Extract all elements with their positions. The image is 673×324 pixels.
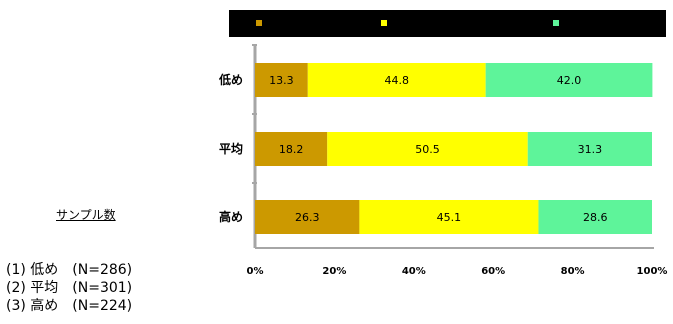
- bar-value-label: 26.3: [295, 211, 320, 224]
- bar-segment: [255, 132, 328, 166]
- bar-value-label: 50.5: [415, 143, 440, 156]
- bar-value-label: 44.8: [384, 74, 409, 87]
- bar-value-label: 42.0: [557, 74, 582, 87]
- x-tick-label: 0%: [247, 266, 264, 277]
- legend-swatch-series-3: [553, 20, 559, 26]
- sample-size-title: サンプル数: [56, 208, 116, 222]
- x-tick-label: 80%: [561, 266, 585, 277]
- sample-size-list: (1) 低め (N=286) (2) 平均 (N=301) (3) 高め (N=…: [6, 261, 132, 315]
- bar-segment: [327, 132, 528, 166]
- x-tick-label: 40%: [402, 266, 426, 277]
- bar-segment: [255, 63, 308, 97]
- bar-value-label: 45.1: [437, 211, 462, 224]
- legend-swatch-series-2: [381, 20, 387, 26]
- legend: [229, 10, 666, 37]
- bar-value-label: 13.3: [269, 74, 294, 87]
- sample-size-item: (3) 高め (N=224): [6, 298, 133, 314]
- bar-segment: [359, 200, 539, 234]
- x-tick-label: 100%: [637, 266, 668, 277]
- category-label: 平均: [219, 141, 243, 156]
- bar-value-label: 18.2: [279, 143, 304, 156]
- bar-segment: [307, 63, 486, 97]
- bar-segment: [527, 132, 652, 166]
- x-tick-label: 20%: [322, 266, 346, 277]
- sample-size-item: (1) 低め (N=286): [6, 262, 133, 278]
- x-tick-label: 60%: [481, 266, 505, 277]
- sample-size-item: (2) 平均 (N=301): [6, 280, 133, 296]
- bar-segment: [485, 63, 653, 97]
- bar-segment: [255, 200, 360, 234]
- category-label: 高め: [219, 209, 243, 224]
- bar-value-label: 31.3: [578, 143, 603, 156]
- bar-segment: [538, 200, 652, 234]
- bar-value-label: 28.6: [583, 211, 608, 224]
- legend-swatch-series-1: [256, 20, 262, 26]
- category-label: 低め: [218, 72, 243, 87]
